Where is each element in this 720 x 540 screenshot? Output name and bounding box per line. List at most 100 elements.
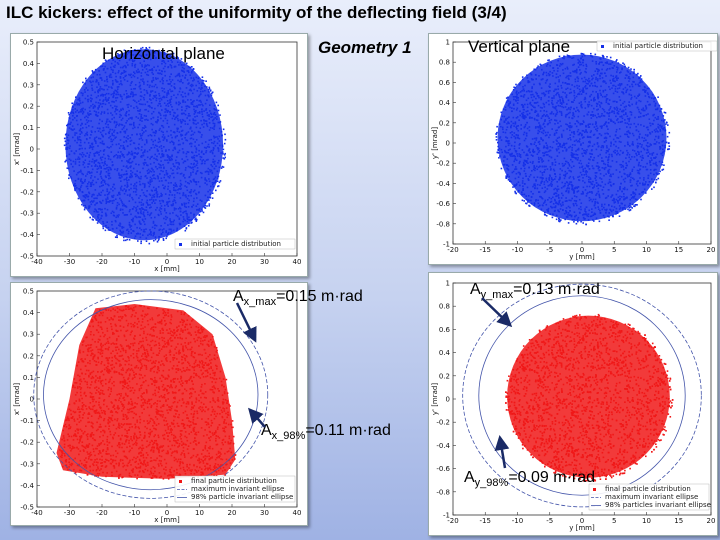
- particle-point: [606, 112, 608, 114]
- particle-point: [596, 105, 598, 107]
- particle-point: [216, 142, 219, 145]
- particle-point: [83, 199, 85, 202]
- particle-point: [100, 94, 102, 97]
- particle-point: [652, 123, 654, 125]
- particle-point: [115, 154, 118, 156]
- particle-point: [101, 208, 103, 211]
- particle-point: [205, 109, 207, 111]
- particle-point: [593, 74, 595, 76]
- particle-point: [633, 122, 636, 125]
- particle-point: [589, 191, 591, 193]
- particle-point: [601, 77, 604, 79]
- particle-point: [641, 159, 643, 161]
- particle-point: [132, 95, 135, 97]
- particle-point: [101, 111, 103, 113]
- particle-point: [209, 104, 211, 106]
- particle-point: [605, 98, 608, 100]
- particle-point: [192, 92, 194, 95]
- particle-point: [100, 166, 102, 168]
- particle-point: [546, 168, 549, 170]
- particle-point: [619, 198, 621, 200]
- particle-point: [102, 100, 104, 102]
- particle-point: [533, 106, 535, 108]
- particle-point: [97, 115, 99, 117]
- particle-point: [625, 133, 627, 136]
- particle-point: [635, 103, 637, 105]
- particle-point: [183, 203, 186, 206]
- particle-point: [86, 173, 89, 175]
- particle-point: [559, 203, 562, 205]
- particle-point: [195, 76, 198, 79]
- particle-point: [139, 108, 142, 111]
- particle-point: [595, 102, 598, 105]
- particle-point: [525, 133, 528, 135]
- particle-point: [105, 92, 108, 95]
- particle-point: [641, 156, 644, 159]
- particle-point: [143, 163, 145, 166]
- particle-point: [122, 65, 125, 68]
- particle-point: [527, 80, 530, 82]
- particle-point: [585, 213, 588, 215]
- particle-point: [162, 239, 165, 241]
- particle-point: [541, 107, 543, 109]
- particle-point: [164, 117, 167, 120]
- particle-point: [185, 107, 188, 110]
- particle-point: [578, 175, 581, 178]
- particle-point: [120, 109, 122, 111]
- particle-point: [213, 124, 216, 127]
- particle-point: [141, 69, 144, 71]
- particle-point: [603, 216, 606, 219]
- particle-point: [133, 156, 136, 159]
- particle-point: [162, 153, 165, 156]
- particle-point: [67, 167, 70, 170]
- particle-point: [622, 164, 624, 167]
- particle-point: [114, 110, 116, 113]
- particle-point: [609, 88, 611, 91]
- particle-point: [75, 173, 78, 176]
- particle-point: [117, 93, 120, 96]
- particle-point: [556, 155, 559, 157]
- particle-point: [201, 110, 203, 113]
- particle-point: [150, 232, 152, 234]
- particle-point: [565, 76, 567, 79]
- particle-point: [515, 192, 517, 195]
- particle-point: [576, 154, 579, 156]
- particle-point: [596, 73, 599, 75]
- particle-point: [208, 146, 211, 148]
- particle-point: [603, 174, 605, 177]
- particle-point: [500, 111, 503, 114]
- particle-point: [135, 210, 137, 212]
- particle-point: [653, 178, 656, 181]
- particle-point: [204, 177, 206, 179]
- particle-point: [598, 115, 600, 118]
- particle-point: [192, 84, 194, 87]
- particle-point: [135, 185, 138, 187]
- particle-point: [199, 131, 201, 134]
- particle-point: [523, 139, 526, 142]
- particle-point: [661, 163, 663, 166]
- particle-point: [567, 75, 570, 77]
- particle-point: [179, 173, 182, 175]
- particle-point: [166, 140, 168, 142]
- particle-point: [101, 65, 104, 67]
- particle-point: [176, 127, 178, 130]
- particle-point: [94, 130, 96, 133]
- particle-point: [600, 146, 603, 149]
- particle-point: [138, 71, 140, 74]
- particle-point: [634, 193, 637, 196]
- particle-point: [536, 168, 539, 171]
- particle-point: [186, 79, 189, 81]
- particle-point: [514, 155, 516, 158]
- particle-point: [645, 126, 648, 129]
- particle-point: [554, 178, 556, 180]
- particle-point: [551, 183, 553, 186]
- particle-point: [121, 160, 123, 162]
- particle-point: [573, 85, 576, 88]
- particle-point: [163, 61, 166, 63]
- particle-point: [507, 121, 509, 123]
- particle-point: [130, 91, 133, 93]
- particle-point: [100, 77, 103, 79]
- particle-point: [554, 187, 557, 190]
- particle-point: [83, 166, 86, 169]
- particle-point: [557, 85, 559, 88]
